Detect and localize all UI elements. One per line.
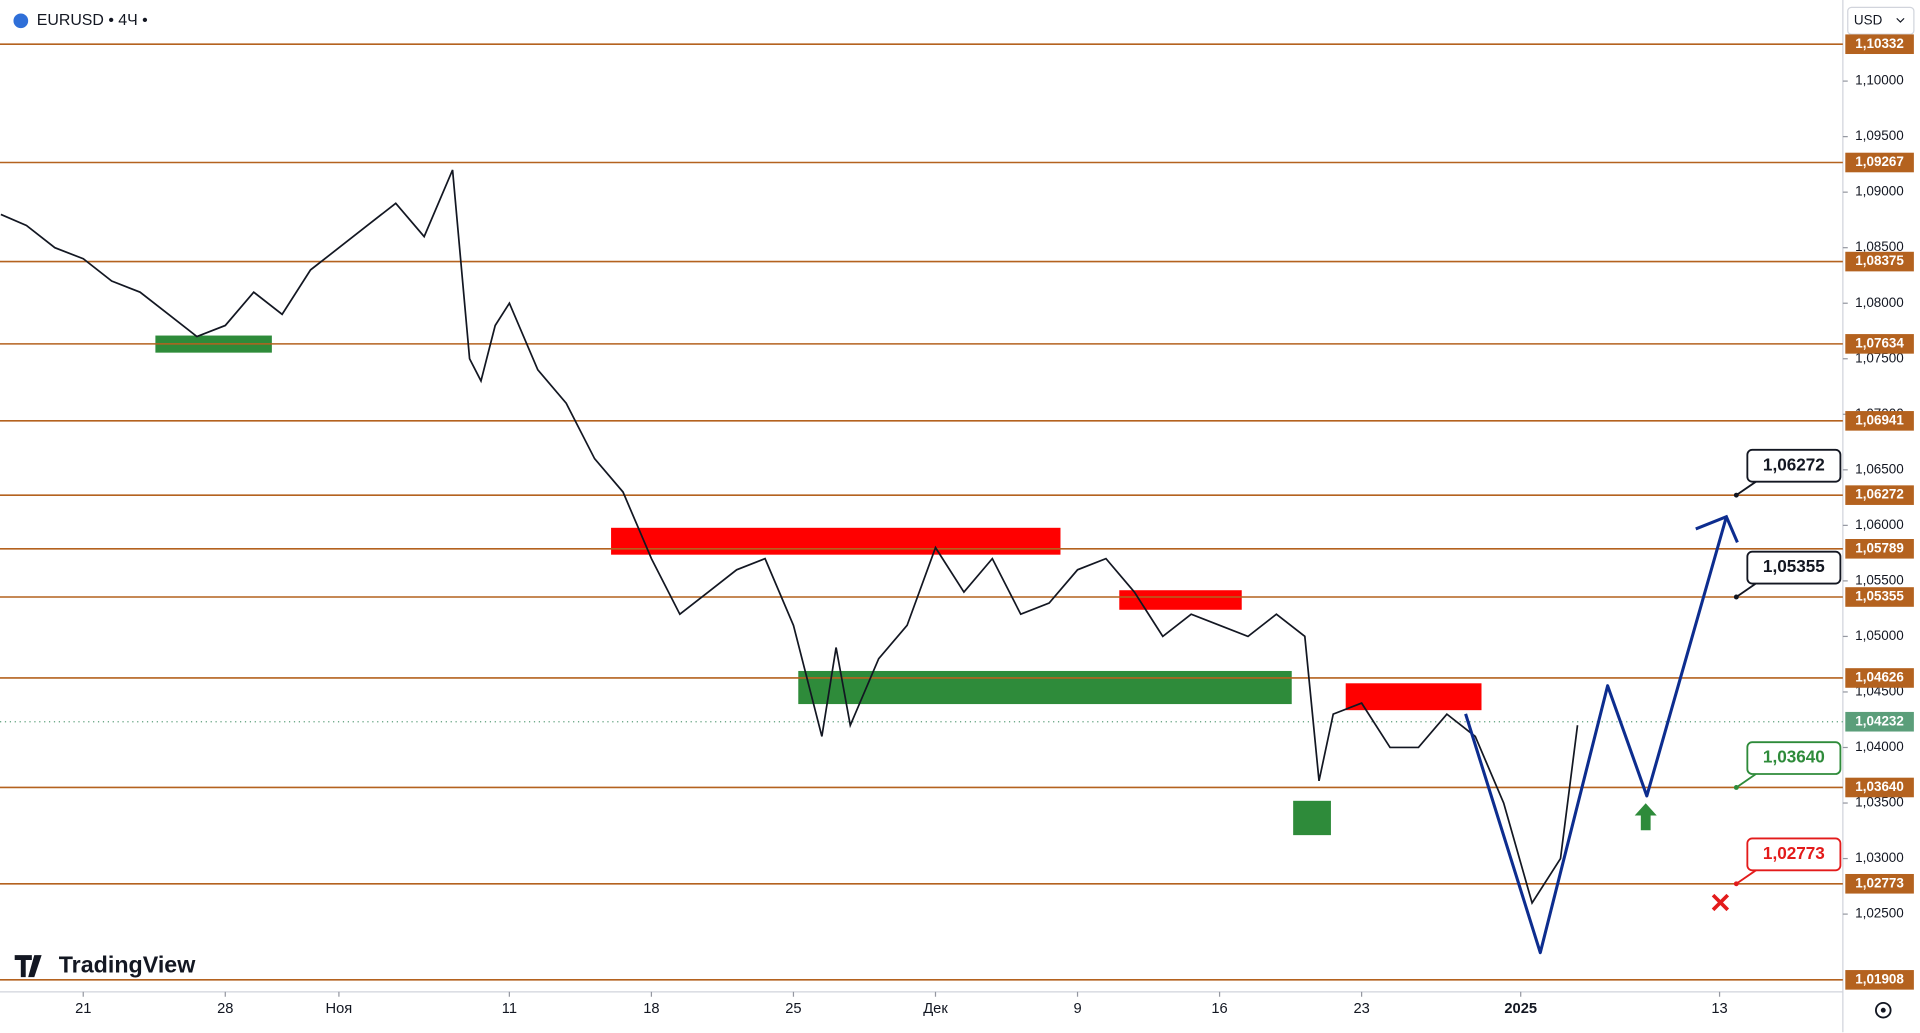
level-label: 1,06941: [1855, 412, 1904, 427]
currency-select[interactable]: [1847, 6, 1915, 35]
x-tick-label: 2025: [1504, 1001, 1537, 1017]
zone: [1293, 800, 1331, 836]
level-label: 1,06272: [1855, 487, 1904, 502]
price-line: [0, 169, 1579, 906]
level-label-box: [1845, 485, 1914, 505]
level-label: 1,05789: [1855, 540, 1904, 555]
x-tick-label: 23: [1353, 1001, 1369, 1017]
x-tick-label: 13: [1711, 1001, 1727, 1017]
symbol: EURUSD • 4Ч •: [37, 12, 148, 29]
x-tick-label: 28: [217, 1001, 233, 1017]
y-tick-label: 1,04000: [1855, 739, 1904, 754]
zone: [798, 670, 1292, 705]
level-label: 1,09267: [1855, 154, 1904, 169]
level-label: 1,05355: [1855, 589, 1904, 604]
y-tick-label: 1,05500: [1855, 572, 1904, 587]
level-label: 1,08375: [1855, 253, 1904, 268]
y-tick-label: 1,06000: [1855, 517, 1904, 532]
level-label: 1,10332: [1855, 36, 1904, 51]
plot: [0, 43, 1843, 981]
y-tick-label: 1,02500: [1855, 906, 1904, 921]
y-tick-label: 1,07500: [1855, 350, 1904, 365]
x-tick-label: 21: [75, 1001, 91, 1017]
currency[interactable]: USD: [1854, 12, 1883, 27]
level-label: 1,04626: [1855, 670, 1904, 685]
x-tick-label: 25: [785, 1001, 801, 1017]
zone: [1345, 683, 1482, 711]
x-tick-label: Дек: [923, 1001, 948, 1017]
zone: [611, 527, 1061, 555]
projection-path: [1464, 516, 1728, 955]
callout-box: [1746, 837, 1842, 872]
last-price-label: 1,04232: [1855, 713, 1904, 728]
y-tick-label: 1,06500: [1855, 461, 1904, 476]
callout-label: 1,06272: [1763, 454, 1825, 474]
y-tick-label: 1,08000: [1855, 295, 1904, 310]
last-price-box: [1845, 711, 1914, 732]
x-tick-label: Ноя: [326, 1001, 353, 1017]
x-tick-label: 9: [1073, 1001, 1081, 1017]
level-label-box: [1845, 873, 1914, 894]
callout-pointer: [1735, 480, 1757, 496]
level-label-box: [1845, 777, 1914, 798]
zone: [1119, 590, 1242, 610]
callout-label: 1,05355: [1763, 556, 1825, 576]
y-tick-label: 1,08500: [1855, 239, 1904, 254]
settings-icon-center: [1880, 1007, 1886, 1013]
y-tick-label: 1,10000: [1855, 73, 1904, 88]
x-tick-label: 16: [1211, 1001, 1227, 1017]
level-label: 1,01908: [1855, 971, 1904, 986]
y-tick-label: 1,09000: [1855, 184, 1904, 199]
callout-pointer: [1735, 582, 1757, 598]
symbol-icon: [13, 13, 29, 29]
callout-label: 1,02773: [1763, 843, 1825, 863]
brand: TradingView: [59, 951, 196, 977]
dropdown-arrow: [1896, 17, 1905, 23]
brand-logo: [14, 955, 42, 978]
settings-icon[interactable]: [1875, 1001, 1892, 1019]
level-label-box: [1845, 334, 1914, 354]
y-tick-label: 1,05000: [1855, 628, 1904, 643]
callout-pointer: [1735, 773, 1757, 789]
level-label-box: [1845, 152, 1914, 173]
level-label-box: [1845, 251, 1914, 272]
level-label-box: [1845, 539, 1914, 559]
level-label: 1,07634: [1855, 335, 1904, 350]
level-label-box: [1845, 411, 1914, 431]
buy-arrow: [1634, 803, 1657, 831]
y-tick-label: 1,03000: [1855, 850, 1904, 865]
callout-pointer: [1735, 869, 1757, 885]
level-label-box: [1845, 34, 1914, 55]
x-tick-label: 18: [643, 1001, 659, 1017]
callout-box: [1746, 741, 1842, 775]
level-label-box: [1845, 668, 1914, 688]
y-tick-label: 1,03500: [1855, 795, 1904, 810]
callout-label: 1,03640: [1763, 747, 1825, 767]
stop-cross: [1711, 893, 1730, 912]
level-label-box: [1845, 587, 1914, 607]
level-label-box: [1845, 970, 1914, 990]
projection-arrowhead: [1695, 514, 1739, 544]
level-label: 1,03640: [1855, 779, 1904, 794]
level-label: 1,02773: [1855, 875, 1904, 890]
x-tick-label: 11: [502, 1001, 517, 1017]
y-tick-label: 1,09500: [1855, 128, 1904, 143]
callout-box: [1746, 550, 1842, 585]
callout-box: [1746, 448, 1842, 483]
